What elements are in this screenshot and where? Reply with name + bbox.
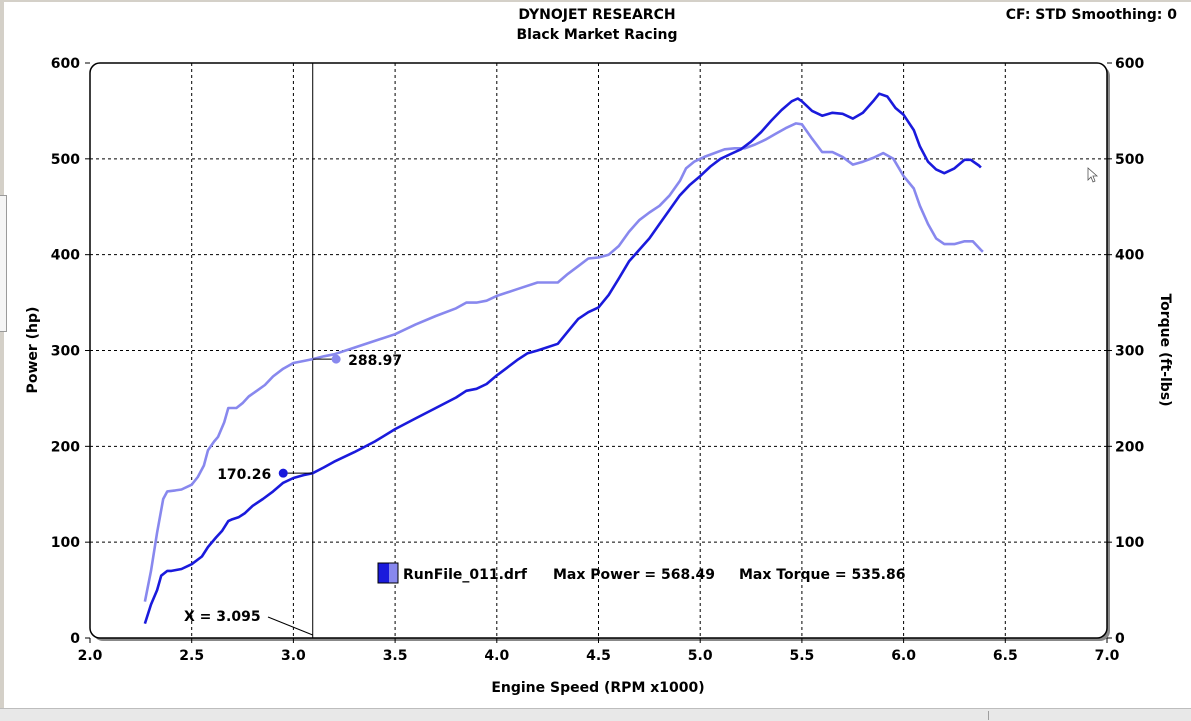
x-axis-labels: 2.0 2.5 3.0 3.5 4.0 4.5 5.0 5.5 6.0 6.5 7.0: [78, 648, 1120, 664]
x-tick-label: 5.5: [789, 648, 814, 664]
status-bar-panel: [988, 711, 1189, 720]
marker-dot-power[interactable]: [278, 468, 288, 478]
x-tick-label: 4.5: [586, 648, 611, 664]
legend-max-power: Max Power = 568.49: [553, 567, 715, 583]
cursor-label: X = 3.095: [184, 609, 261, 625]
chart-title: DYNOJET RESEARCH: [518, 7, 675, 23]
y-axis-left-labels: 0 100 200 300 400 500 600: [51, 56, 80, 647]
y-tick-label-right: 600: [1115, 56, 1144, 72]
y-axis-right-title: Torque (ft-lbs): [1157, 293, 1173, 406]
y-axis-left-title: Power (hp): [25, 307, 41, 394]
legend-swatch-border: [377, 562, 399, 584]
status-bar: [0, 708, 1191, 721]
chart-subtitle: Black Market Racing: [517, 27, 678, 43]
series-group: [143, 92, 984, 624]
window-top-edge: [0, 0, 1191, 2]
y-tick-label-left: 100: [51, 535, 80, 551]
y-tick-label-left: 500: [51, 152, 80, 168]
cursor-leader: [267, 616, 313, 636]
y-axis-right-labels: 0 100 200 300 400 500 600: [1115, 56, 1144, 647]
legend-file: RunFile_011.drf: [403, 567, 528, 583]
mouse-pointer-icon: [1087, 167, 1099, 183]
x-tick-label: 3.0: [281, 648, 306, 664]
y-tick-label-right: 0: [1115, 631, 1125, 647]
legend-max-torque: Max Torque = 535.86: [739, 567, 905, 583]
axis-ticks: [85, 62, 1112, 643]
window-left-edge: [0, 0, 4, 708]
x-axis-title: Engine Speed (RPM x1000): [491, 680, 704, 696]
y-tick-label-left: 600: [51, 56, 80, 72]
x-tick-label: 3.5: [383, 648, 408, 664]
legend-swatch-power: [378, 563, 389, 583]
side-panel-tab[interactable]: [0, 195, 7, 332]
y-tick-label-left: 400: [51, 248, 80, 264]
y-tick-label-right: 300: [1115, 344, 1144, 360]
y-tick-label-right: 100: [1115, 535, 1144, 551]
y-tick-label-left: 200: [51, 439, 80, 455]
x-tick-label: 2.0: [78, 648, 103, 664]
marker-group: 288.97 170.26: [217, 353, 402, 483]
run-legend[interactable]: RunFile_011.drf Max Power = 568.49 Max T…: [377, 562, 905, 584]
x-tick-label: 4.0: [484, 648, 509, 664]
x-tick-label: 2.5: [179, 648, 204, 664]
y-tick-label-left: 300: [51, 344, 80, 360]
y-tick-label-right: 200: [1115, 439, 1144, 455]
x-tick-label: 7.0: [1095, 648, 1120, 664]
settings-readout: CF: STD Smoothing: 0: [1006, 7, 1177, 23]
series-line-torque: [143, 122, 984, 602]
grid-lines: [90, 63, 1107, 638]
x-tick-label: 6.0: [891, 648, 916, 664]
marker-dot-torque[interactable]: [331, 354, 341, 364]
y-tick-label-left: 0: [70, 631, 80, 647]
y-tick-label-right: 400: [1115, 248, 1144, 264]
marker-label-torque: 288.97: [348, 353, 402, 369]
y-tick-label-right: 500: [1115, 152, 1144, 168]
marker-label-power: 170.26: [217, 467, 271, 483]
x-tick-label: 5.0: [688, 648, 713, 664]
x-tick-label: 6.5: [993, 648, 1018, 664]
series-line-power: [143, 92, 982, 624]
